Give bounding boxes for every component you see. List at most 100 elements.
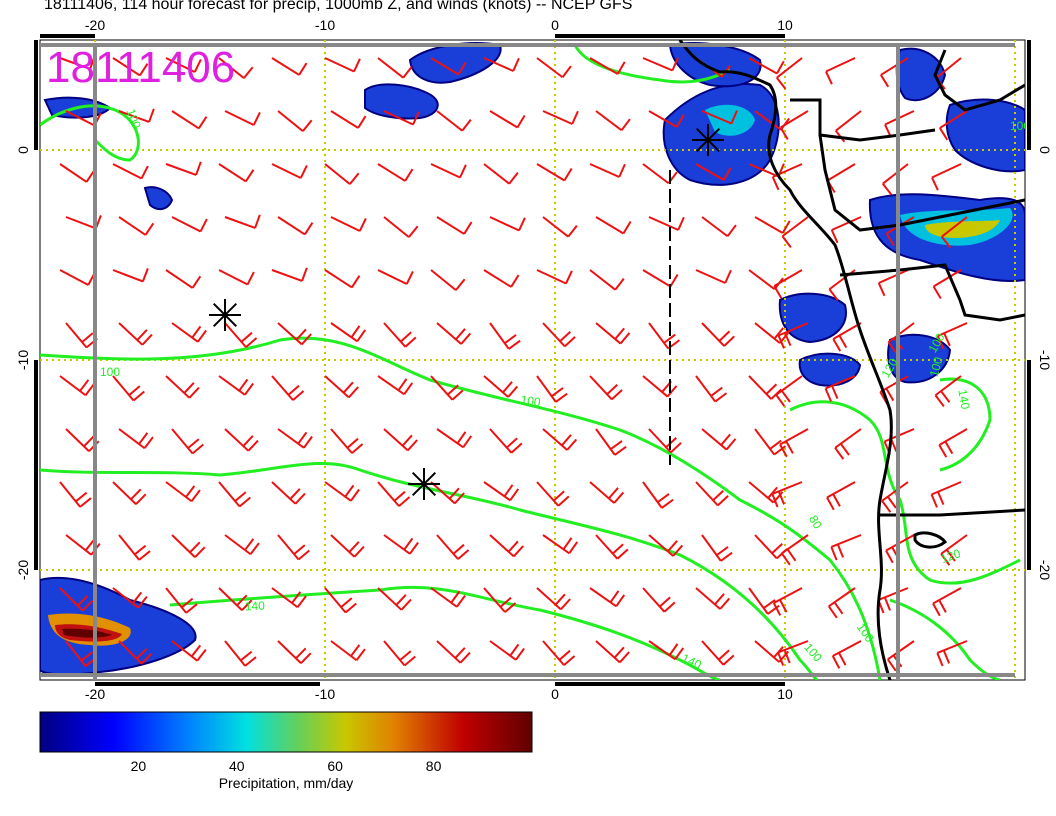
low-center-asterisk xyxy=(209,299,241,331)
wind-barb xyxy=(748,587,780,615)
coastline xyxy=(933,49,1025,112)
contour-label: 140 xyxy=(955,388,972,410)
wind-barb xyxy=(595,216,632,235)
wind-barb xyxy=(939,110,968,141)
wind-barb xyxy=(277,322,312,346)
wind-barb xyxy=(483,163,519,185)
wind-barb xyxy=(383,428,418,452)
wind-barb xyxy=(436,428,473,449)
wind-barb xyxy=(436,322,472,345)
wind-barb xyxy=(271,163,308,179)
wind-barb xyxy=(934,375,962,408)
precip-area xyxy=(925,220,1000,238)
wind-barb xyxy=(430,163,467,179)
colorbar xyxy=(39,711,533,753)
wind-barb xyxy=(324,163,360,185)
wind-barb xyxy=(779,428,809,458)
precip-areas xyxy=(40,42,1025,676)
wind-barb xyxy=(224,428,259,452)
wind-barb xyxy=(330,110,367,129)
wind-barb xyxy=(880,57,909,88)
wind-barb xyxy=(642,481,674,509)
wind-barb xyxy=(536,587,571,611)
wind-barb xyxy=(489,322,521,350)
wind-barb xyxy=(218,375,254,396)
contour-line xyxy=(40,104,140,162)
wind-barb xyxy=(827,587,856,619)
wind-barb xyxy=(825,57,856,85)
lat-tick-right: -20 xyxy=(1037,560,1053,580)
wind-barb xyxy=(695,375,728,403)
lat-tick-right: 0 xyxy=(1037,146,1053,154)
wind-barb xyxy=(277,534,310,561)
wind-barb xyxy=(324,587,357,614)
wind-barb xyxy=(701,428,737,451)
wind-barb xyxy=(781,216,809,249)
wind-barb xyxy=(940,534,968,566)
wind-barb xyxy=(277,640,312,664)
wind-barb xyxy=(701,322,735,347)
wind-barb xyxy=(542,640,576,666)
wind-barb xyxy=(931,163,962,191)
wind-barb xyxy=(218,587,253,611)
contour-label: 100 xyxy=(100,365,120,379)
wind-barb xyxy=(701,216,737,238)
coastline xyxy=(678,40,893,680)
lat-tick-left: -20 xyxy=(15,560,31,580)
wind-barb xyxy=(171,640,207,662)
wind-barb xyxy=(383,216,419,238)
wind-barb xyxy=(430,57,467,76)
wind-barb xyxy=(695,481,729,507)
wind-barb xyxy=(771,481,803,508)
contour-label: 100 xyxy=(927,355,946,378)
wind-barb xyxy=(224,110,261,126)
lon-tick-bottom: 10 xyxy=(777,686,793,702)
wind-barb xyxy=(171,428,204,455)
wind-barb xyxy=(648,110,685,128)
wind-barb xyxy=(648,428,682,454)
lon-tick-top: -20 xyxy=(85,17,105,33)
lon-tick-bottom: -20 xyxy=(85,686,105,702)
lon-tick-bottom: 0 xyxy=(551,686,559,702)
wind-barb xyxy=(775,375,803,407)
wind-barb xyxy=(589,481,625,504)
wind-barb xyxy=(483,481,520,502)
precip-area xyxy=(143,186,174,211)
wind-barb xyxy=(324,269,361,289)
coastlines xyxy=(678,40,1025,680)
wind-barb xyxy=(542,216,578,238)
wind-barb xyxy=(165,375,200,399)
wind-barb xyxy=(595,110,631,132)
wind-barb xyxy=(489,216,526,232)
wind-barb xyxy=(489,110,526,129)
wind-barb xyxy=(701,534,733,562)
wind-barb xyxy=(224,214,261,229)
wind-barb xyxy=(695,269,732,284)
wind-barb xyxy=(224,640,257,667)
lon-tick-top: 10 xyxy=(777,17,793,33)
wind-barb xyxy=(324,375,359,399)
wind-barb xyxy=(324,57,361,73)
wind-barb xyxy=(489,640,525,661)
lon-tick-top: 0 xyxy=(551,17,559,33)
wind-barb xyxy=(589,57,626,75)
wind-barb xyxy=(595,428,627,456)
wind-barb xyxy=(271,587,307,609)
wind-barb xyxy=(430,481,465,505)
wind-barb xyxy=(536,481,570,507)
colorbar-tick: 80 xyxy=(425,758,442,774)
precip-area xyxy=(778,292,847,344)
wind-barb xyxy=(748,57,785,75)
wind-barb xyxy=(648,216,685,231)
wind-barb xyxy=(59,587,94,612)
wind-barb xyxy=(218,163,255,183)
lon-tick-bottom: -10 xyxy=(315,686,335,702)
wind-barb xyxy=(589,587,626,608)
wind-barb xyxy=(330,322,367,343)
wind-barb xyxy=(826,481,856,511)
wind-barb xyxy=(171,110,208,130)
colorbar-tick: 60 xyxy=(327,758,343,774)
date-stamp: 18111406 xyxy=(46,43,235,92)
